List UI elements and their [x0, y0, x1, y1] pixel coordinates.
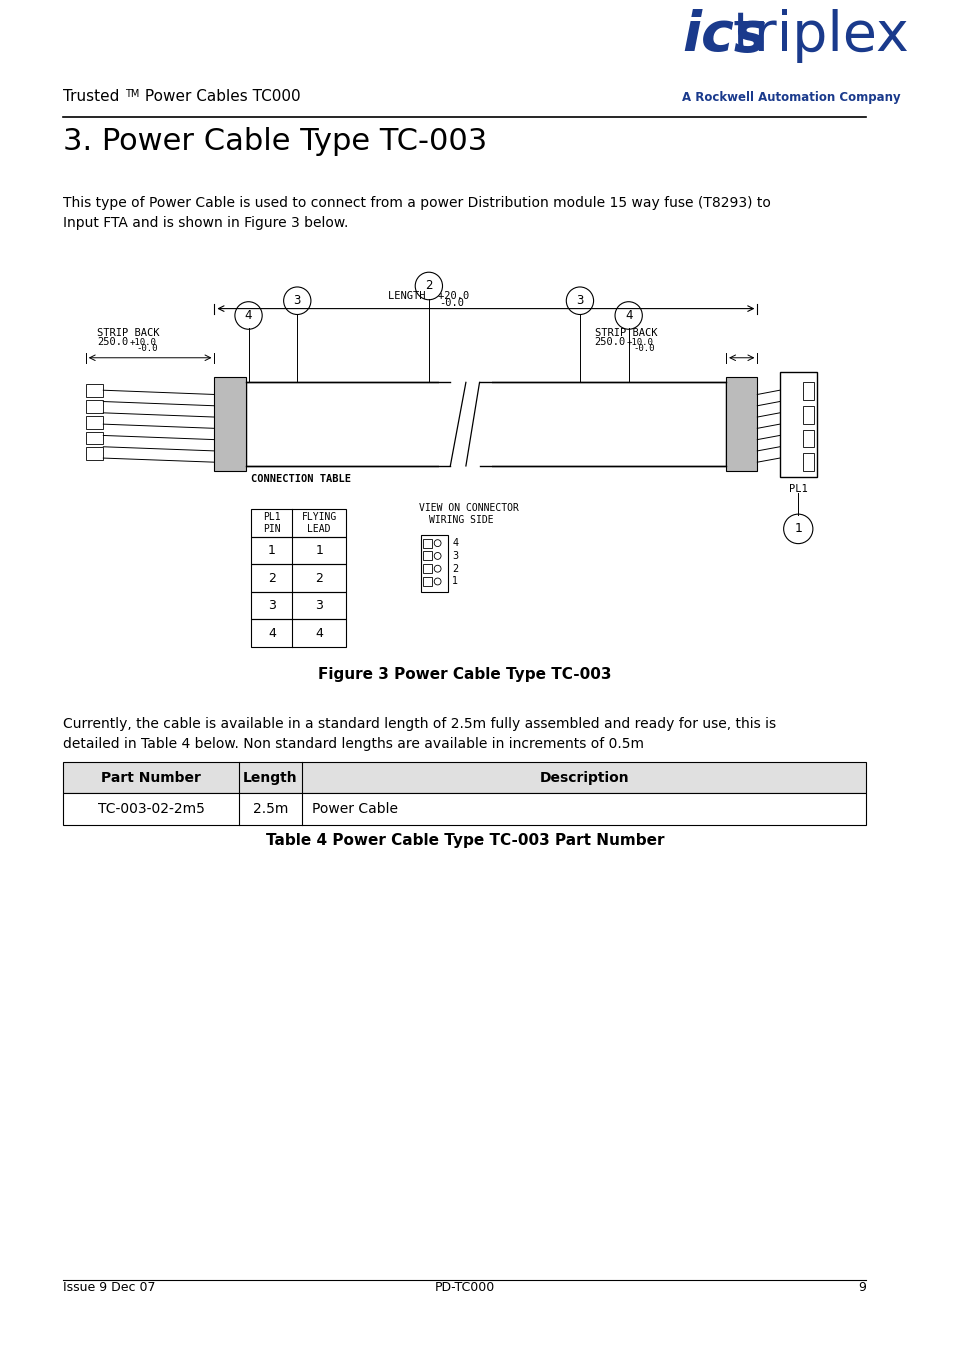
Bar: [725, 377, 757, 471]
Text: ics: ics: [681, 8, 766, 62]
Bar: [252, 509, 346, 536]
Text: Part Number: Part Number: [101, 770, 201, 785]
Text: WIRING SIDE: WIRING SIDE: [429, 515, 493, 526]
Text: Table 4 Power Cable Type TC-003 Part Number: Table 4 Power Cable Type TC-003 Part Num…: [265, 832, 663, 847]
Bar: [802, 405, 813, 424]
Text: 2: 2: [314, 571, 323, 585]
Text: +10.0: +10.0: [130, 338, 156, 347]
Circle shape: [566, 286, 593, 315]
Text: 3: 3: [294, 295, 300, 307]
Bar: [245, 382, 725, 466]
Bar: [438, 381, 492, 467]
Bar: [86, 447, 103, 461]
Text: PL1: PL1: [788, 484, 807, 493]
Text: Description: Description: [539, 770, 628, 785]
Bar: [214, 377, 245, 471]
Bar: [420, 535, 448, 592]
Text: Trusted: Trusted: [63, 89, 120, 104]
Bar: [86, 416, 103, 428]
Circle shape: [415, 272, 442, 300]
Text: VIEW ON CONNECTOR: VIEW ON CONNECTOR: [418, 504, 518, 513]
Text: 4: 4: [624, 309, 632, 322]
Text: 250.0: 250.0: [594, 336, 625, 347]
Text: CONNECTION TABLE: CONNECTION TABLE: [252, 474, 351, 484]
Text: 4: 4: [245, 309, 252, 322]
Text: TC-003-02-2m5: TC-003-02-2m5: [97, 802, 204, 816]
Text: Power Cables TC000: Power Cables TC000: [140, 89, 300, 104]
Text: TM: TM: [125, 89, 139, 99]
Text: Issue 9 Dec 07: Issue 9 Dec 07: [63, 1281, 155, 1294]
Bar: [422, 565, 432, 573]
Bar: [802, 430, 813, 447]
Text: 1: 1: [794, 523, 801, 535]
Circle shape: [434, 539, 440, 547]
Bar: [422, 539, 432, 547]
Text: PD-TC000: PD-TC000: [435, 1281, 495, 1294]
Circle shape: [283, 286, 311, 315]
Bar: [252, 619, 346, 647]
Text: FLYING
LEAD: FLYING LEAD: [301, 512, 336, 534]
Bar: [252, 536, 346, 565]
Text: 4: 4: [452, 538, 457, 549]
Bar: [422, 551, 432, 561]
Text: 1: 1: [268, 544, 275, 557]
Text: 1: 1: [452, 577, 457, 586]
Text: -0.0: -0.0: [136, 345, 158, 353]
Text: 2: 2: [268, 571, 275, 585]
Text: 2.5m: 2.5m: [253, 802, 288, 816]
Bar: [86, 384, 103, 397]
Text: Currently, the cable is available in a standard length of 2.5m fully assembled a: Currently, the cable is available in a s…: [63, 717, 776, 751]
Bar: [63, 793, 865, 825]
Bar: [422, 577, 432, 586]
Bar: [802, 382, 813, 400]
Text: Power Cable: Power Cable: [312, 802, 397, 816]
Text: 3: 3: [268, 598, 275, 612]
Text: STRIP BACK: STRIP BACK: [97, 328, 160, 338]
Text: -0.0: -0.0: [438, 297, 463, 308]
Text: 4: 4: [314, 627, 323, 639]
Bar: [86, 431, 103, 444]
Text: 2: 2: [452, 563, 458, 574]
Bar: [802, 453, 813, 471]
Text: 2: 2: [425, 280, 432, 292]
Text: This type of Power Cable is used to connect from a power Distribution module 15 : This type of Power Cable is used to conn…: [63, 196, 770, 230]
Text: Figure 3 Power Cable Type TC-003: Figure 3 Power Cable Type TC-003: [318, 667, 611, 682]
Text: 3. Power Cable Type TC-003: 3. Power Cable Type TC-003: [63, 127, 487, 157]
Text: -0.0: -0.0: [633, 345, 655, 353]
Circle shape: [234, 301, 262, 330]
Bar: [63, 762, 865, 793]
Text: STRIP BACK: STRIP BACK: [594, 328, 657, 338]
Text: 4: 4: [268, 627, 275, 639]
Text: LENGTH  +20.0: LENGTH +20.0: [388, 290, 469, 301]
Circle shape: [615, 301, 641, 330]
Text: +10.0: +10.0: [626, 338, 653, 347]
Circle shape: [782, 515, 812, 543]
Text: 9: 9: [858, 1281, 865, 1294]
Text: 250.0: 250.0: [97, 336, 129, 347]
Text: 3: 3: [576, 295, 583, 307]
Circle shape: [434, 578, 440, 585]
Text: A Rockwell Automation Company: A Rockwell Automation Company: [681, 91, 900, 104]
Text: Length: Length: [243, 770, 297, 785]
Circle shape: [434, 565, 440, 573]
Bar: [252, 565, 346, 592]
Text: 1: 1: [314, 544, 323, 557]
Text: triplex: triplex: [732, 8, 909, 62]
Text: 3: 3: [314, 598, 323, 612]
Circle shape: [434, 553, 440, 559]
Bar: [779, 372, 816, 477]
Bar: [86, 400, 103, 413]
Text: PL1
PIN: PL1 PIN: [263, 512, 280, 534]
Text: 3: 3: [452, 551, 457, 561]
Bar: [252, 592, 346, 619]
